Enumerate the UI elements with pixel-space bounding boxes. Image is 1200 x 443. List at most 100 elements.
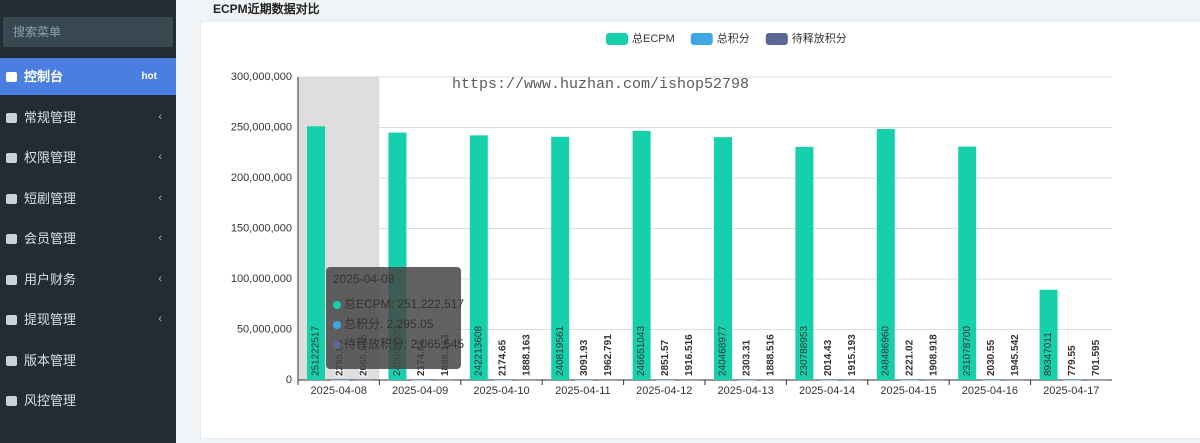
menu-item[interactable]: 权限管理 ‹ [0, 139, 176, 176]
bar-value-label: 2221.02 [904, 339, 915, 376]
menu-icon [6, 234, 17, 244]
bar-value-label: 242213608 [473, 326, 484, 376]
bar-value-label: 246651043 [636, 326, 647, 376]
menu-arrow: ‹ [158, 232, 162, 244]
x-tick-label: 2025-04-11 [555, 385, 610, 397]
x-tick-label: 2025-04-09 [392, 385, 448, 397]
y-tick-label: 50,000,000 [237, 323, 292, 335]
bar-value-label: 89347011 [1043, 332, 1054, 376]
bar-value-label: 248486960 [880, 326, 891, 376]
tooltip-row: 待释放积分: 2,065.545 [344, 336, 464, 351]
bar [436, 379, 455, 381]
menu-icon [6, 72, 17, 82]
bar [307, 126, 325, 380]
bar-value-label: 1916.516 [684, 334, 695, 376]
bar-value-label: 2014.43 [823, 339, 834, 376]
tooltip-dot [333, 341, 341, 349]
x-tick-label: 2025-04-15 [880, 385, 936, 397]
menu-item[interactable]: 用户财务 ‹ [0, 261, 176, 298]
menu-item[interactable]: 版本管理 [0, 342, 176, 379]
menu-icon [6, 315, 17, 325]
tooltip-box [326, 267, 461, 369]
bar [551, 136, 570, 380]
bar [1087, 379, 1106, 381]
bar [762, 379, 780, 381]
legend-swatch [606, 33, 628, 45]
bar-value-label: 251222517 [311, 326, 322, 376]
bar [493, 379, 512, 381]
menu-item[interactable]: 短剧管理 ‹ [0, 180, 176, 217]
menu-arrow: ‹ [158, 191, 162, 204]
menu-arrow: ‹ [158, 151, 162, 163]
tooltip-row: 总ECPM: 251,222,517 [344, 297, 464, 311]
bar-value-label: 701.595 [1091, 339, 1102, 376]
menu-item[interactable]: 会员管理 ‹ [0, 220, 176, 257]
x-tick-label: 2025-04-12 [636, 385, 692, 397]
x-tick-label: 2025-04-10 [473, 385, 529, 397]
bar-value-label: 2303.31 [742, 339, 753, 376]
legend-swatch [690, 33, 713, 45]
sidebar: 搜索菜单 控制台 hot 常规管理 ‹ 权限管理 ‹ 短剧管理 ‹ 会员管理 ‹ 用户财务 ‹ 提现管理… [0, 0, 176, 443]
bar-value-label: 230788953 [799, 326, 810, 376]
watermark: https://www.huzhan.com/ishop52798 [452, 76, 749, 93]
menu-item[interactable]: 控制台 hot [0, 58, 176, 95]
menu-label: 用户财务 [24, 271, 77, 287]
bar [599, 379, 618, 381]
bar-value-label: 779.55 [1067, 345, 1078, 376]
tooltip-dot [333, 301, 341, 309]
bar [738, 379, 756, 381]
y-tick-label: 150,000,000 [231, 222, 292, 234]
menu-label: 风控管理 [24, 393, 77, 408]
menu-label: 版本管理 [24, 352, 77, 368]
bar [412, 379, 431, 381]
panel-title: ECPM近期数据对比 [213, 2, 320, 16]
menu-icon [6, 274, 17, 285]
menu-label: 提现管理 [24, 312, 77, 327]
legend-swatch [765, 33, 788, 45]
bar [900, 379, 919, 381]
x-tick-label: 2025-04-13 [718, 385, 774, 397]
bar [680, 379, 699, 381]
y-tick-label: 0 [286, 374, 292, 386]
bar-value-label: 1915.193 [847, 334, 858, 376]
y-tick-label: 200,000,000 [231, 172, 292, 184]
search-box[interactable]: 搜索菜单 [3, 17, 173, 47]
bar [714, 137, 732, 380]
menu-label: 短剧管理 [24, 190, 77, 206]
bar-value-label: 3091.93 [579, 339, 590, 376]
bar [355, 379, 373, 381]
menu-label: 会员管理 [24, 231, 77, 246]
bar [795, 146, 814, 380]
bar [924, 379, 943, 381]
menu-icon [6, 396, 17, 406]
menu-label: 控制台 [24, 69, 64, 84]
y-tick-label: 100,000,000 [231, 273, 292, 285]
bar-value-label: 240468977 [718, 326, 729, 376]
bar-value-label: 1888.516 [766, 334, 777, 376]
bar [982, 379, 1001, 381]
menu-item[interactable]: 风控管理 [0, 382, 176, 419]
bar [469, 135, 488, 380]
bar [958, 146, 977, 380]
bar [819, 379, 838, 381]
x-tick-label: 2025-04-17 [1043, 385, 1099, 397]
menu-item[interactable]: 提现管理 ‹ [0, 301, 176, 338]
bar [656, 379, 675, 381]
bar-value-label: 1888.163 [521, 334, 532, 376]
menu-item[interactable]: 常规管理 ‹ [0, 99, 176, 136]
tooltip-dot [333, 321, 341, 329]
legend-label: 总积分 [717, 31, 750, 45]
bar-value-label: 1908.918 [928, 334, 939, 376]
bar-value-label: 231078700 [962, 326, 973, 376]
menu-icon [6, 193, 17, 204]
bar [575, 379, 594, 381]
bar [876, 129, 895, 380]
y-tick-label: 300,000,000 [231, 71, 292, 83]
menu-arrow: ‹ [158, 110, 162, 123]
menu-icon [6, 153, 17, 163]
y-tick-label: 250,000,000 [231, 121, 292, 133]
tooltip: 2025-04-08 总ECPM: 251,222,517 总积分: 2,295.0… [326, 267, 464, 369]
menu-arrow: ‹ [158, 272, 162, 285]
bar [843, 379, 862, 381]
